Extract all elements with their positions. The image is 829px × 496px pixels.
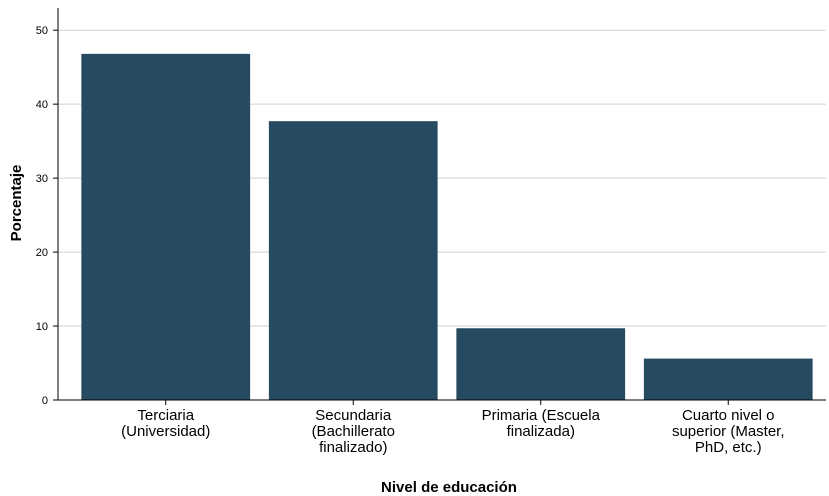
y-tick-label: 50 bbox=[36, 25, 48, 37]
y-tick-label: 30 bbox=[36, 173, 48, 185]
x-axis-title: Nivel de educación bbox=[381, 479, 517, 496]
y-tick-label: 10 bbox=[36, 321, 48, 333]
bar bbox=[81, 53, 251, 401]
y-axis-title: Porcentaje bbox=[8, 165, 25, 242]
axes bbox=[53, 8, 826, 405]
x-tick-label: Primaria (Escuela finalizada) bbox=[482, 407, 601, 440]
x-tick-label: Secundaria (Bachillerato finalizado) bbox=[312, 407, 395, 456]
bar bbox=[268, 121, 438, 400]
category-labels: Terciaria (Universidad) Secundaria (Bachill… bbox=[121, 407, 784, 456]
bar bbox=[456, 328, 626, 400]
y-tick-label: 40 bbox=[36, 99, 48, 111]
bars bbox=[81, 53, 813, 401]
x-tick-label: Cuarto nivel o superior (Master, PhD, etc.… bbox=[672, 407, 785, 456]
y-tick-label: 0 bbox=[42, 395, 48, 407]
x-tick-label: Terciaria (Universidad) bbox=[121, 407, 210, 440]
bar bbox=[643, 358, 813, 400]
tick-labels: 0 10 20 30 40 50 bbox=[36, 25, 48, 407]
y-tick-label: 20 bbox=[36, 247, 48, 259]
